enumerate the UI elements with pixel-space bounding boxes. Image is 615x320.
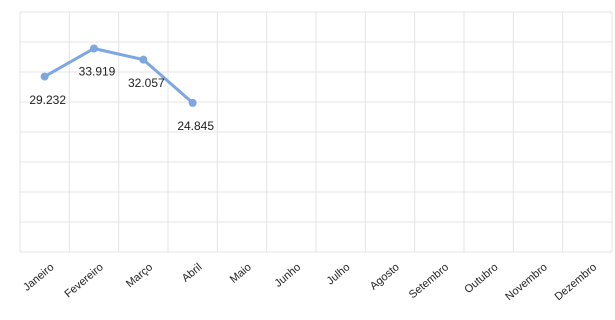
- point: [40, 72, 49, 81]
- x-tick-label: Fevereiro: [62, 261, 105, 300]
- line: [43, 46, 194, 105]
- x-tick-label: Setembro: [407, 261, 451, 301]
- x-tick-label: Março: [124, 261, 155, 290]
- x-tick-label: Julho: [325, 261, 353, 287]
- x-tick-label: Novembro: [503, 261, 550, 303]
- data-label: 24.845: [177, 119, 214, 133]
- point: [90, 44, 98, 53]
- point: [139, 55, 148, 64]
- data-label: 33.919: [79, 65, 116, 79]
- x-tick-label: Dezembro: [553, 261, 600, 303]
- data-label: 32.057: [128, 76, 165, 90]
- x-tick-label: Junho: [272, 261, 303, 289]
- x-tick-label: Janeiro: [21, 261, 56, 293]
- data-label: 29.232: [29, 93, 66, 107]
- x-tick-label: Outubro: [462, 261, 500, 296]
- x-tick-label: Agosto: [368, 261, 402, 292]
- x-tick-label: Abril: [180, 261, 205, 284]
- x-tick-label: Maio: [228, 261, 254, 286]
- point: [188, 98, 197, 107]
